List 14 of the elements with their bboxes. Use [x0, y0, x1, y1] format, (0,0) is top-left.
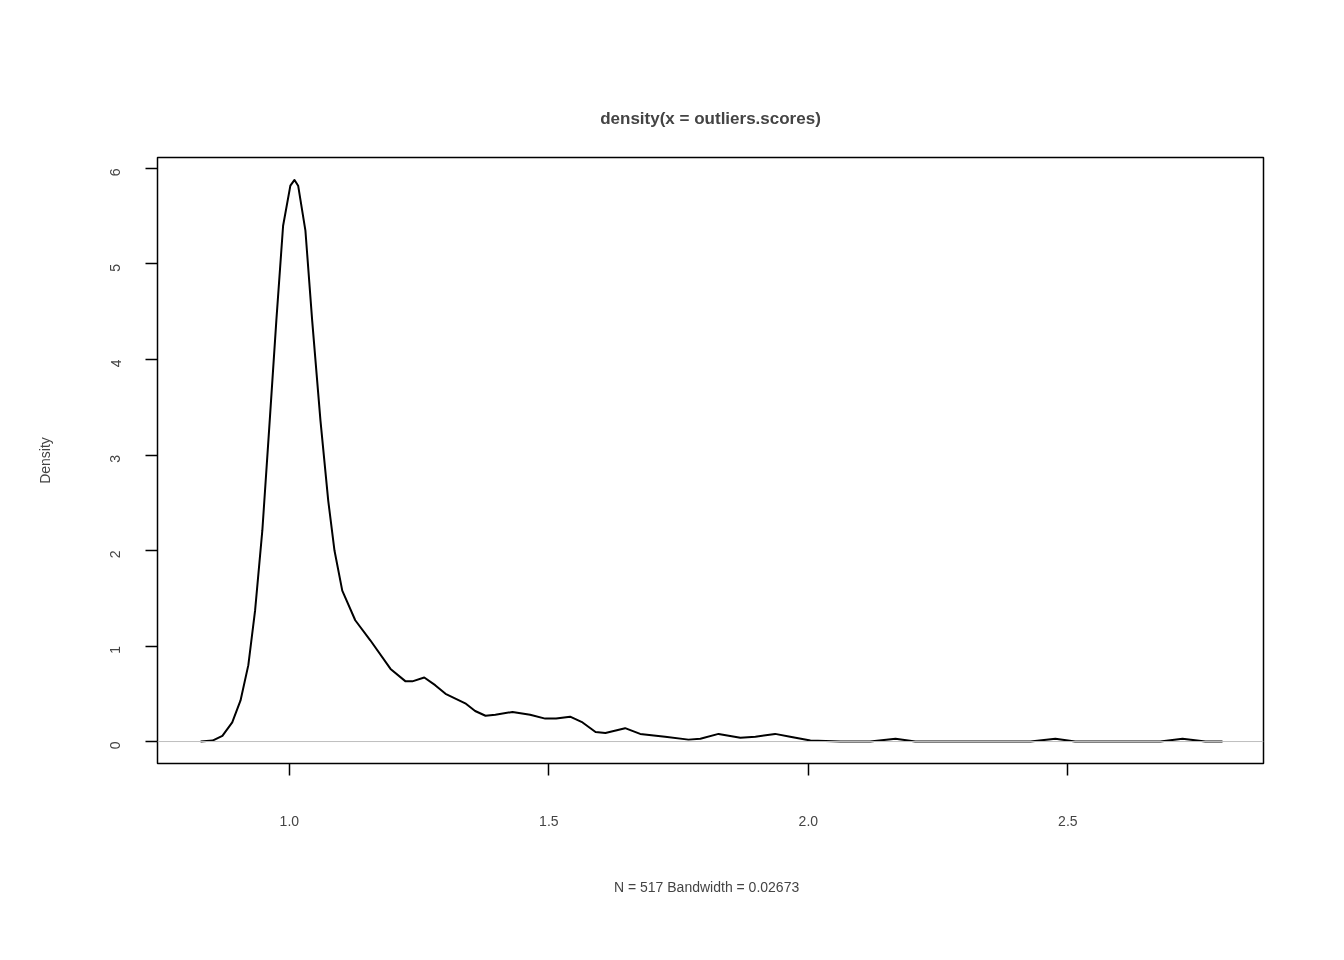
y-tick-label: 1: [107, 645, 124, 654]
x-tick-label: 2.0: [798, 812, 819, 829]
y-tick-label: 4: [107, 359, 124, 368]
y-axis-title: Density: [36, 437, 53, 484]
x-tick-label: 2.5: [1058, 812, 1078, 829]
y-tick-label: 0: [107, 741, 124, 750]
y-tick-label: 6: [107, 168, 124, 177]
y-tick-label: 5: [107, 263, 124, 272]
x-axis-title: N = 517 Bandwidth = 0.02673: [613, 878, 800, 895]
y-tick-label: 2: [107, 550, 124, 559]
x-tick-label: 1.0: [279, 812, 300, 829]
x-tick-label: 1.5: [539, 812, 559, 829]
y-tick-label: 3: [107, 454, 124, 463]
chart-title: density(x = outliers.scores): [600, 108, 821, 128]
